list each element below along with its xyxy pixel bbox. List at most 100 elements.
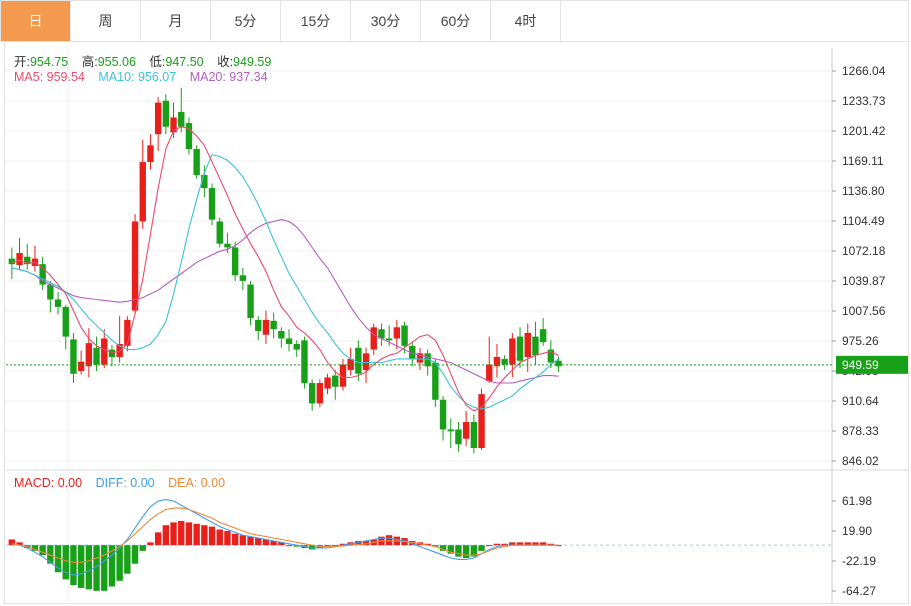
macd-bar	[455, 545, 462, 557]
close-label: 收:	[217, 55, 234, 69]
candle	[455, 422, 462, 452]
candle-body	[93, 347, 100, 365]
candle	[316, 379, 324, 408]
macd-bar	[424, 543, 431, 546]
candle	[185, 117, 193, 155]
candle-body	[124, 319, 131, 346]
tab-7[interactable]: 4时	[491, 1, 561, 41]
candle	[501, 355, 508, 371]
macd-bar	[224, 530, 231, 546]
macd-bar	[493, 543, 501, 546]
candle	[262, 310, 270, 345]
macd-bar	[432, 545, 439, 547]
candle-body	[247, 284, 254, 319]
candle	[247, 280, 254, 326]
macd-bar	[124, 545, 131, 574]
candle-body	[147, 145, 154, 163]
candle	[101, 329, 108, 369]
candle-body	[239, 275, 247, 281]
ma10-legend: MA10: 956.07	[98, 70, 177, 84]
candle	[39, 256, 46, 291]
high-value: 955.06	[97, 55, 136, 69]
candle-body	[39, 264, 46, 285]
open-label: 开:	[14, 55, 30, 69]
candle	[285, 329, 293, 352]
candle-body	[193, 149, 200, 176]
candle	[239, 267, 247, 291]
tab-1[interactable]: 周	[71, 1, 141, 41]
tab-6[interactable]: 60分	[421, 1, 491, 41]
candle-body	[208, 188, 216, 220]
tab-2[interactable]: 月	[141, 1, 211, 41]
candle	[216, 217, 223, 248]
candle	[486, 336, 493, 384]
dea-legend-value: DEA: 0.00	[168, 476, 226, 490]
diff-legend-value: DIFF: 0.00	[95, 476, 155, 490]
candle	[424, 349, 431, 376]
candle	[31, 245, 39, 272]
candle	[301, 336, 308, 389]
candle	[432, 358, 439, 408]
macd-bar	[162, 525, 170, 546]
macd-legend-value: MACD: 0.00	[14, 476, 83, 490]
macd-tick-label: 61.98	[842, 494, 872, 508]
candle-body	[339, 364, 347, 387]
candle-body	[262, 319, 270, 335]
candle-body	[139, 162, 146, 222]
candle-body	[555, 360, 562, 367]
candle	[293, 340, 300, 358]
macd-bar	[332, 545, 339, 547]
candle-body	[416, 353, 424, 363]
chart-frame	[4, 42, 909, 604]
y-tick-label: 1072.18	[842, 244, 886, 258]
macd-bar	[462, 545, 470, 559]
candle	[201, 165, 208, 198]
candle-body	[201, 175, 208, 189]
candle-body	[162, 100, 170, 127]
open-value: 954.75	[29, 55, 69, 69]
candle	[178, 87, 185, 133]
high-label: 高:	[81, 55, 98, 69]
candle	[85, 328, 93, 378]
candle	[70, 332, 77, 384]
macd-bar	[62, 545, 69, 580]
candle-body	[170, 117, 177, 133]
macd-bar	[324, 545, 331, 547]
candle	[308, 379, 316, 411]
macd-bar	[170, 522, 177, 546]
macd-bar	[532, 542, 539, 546]
candle-body	[255, 319, 262, 332]
candle	[439, 396, 447, 441]
macd-bar	[216, 529, 223, 546]
candle-body	[355, 347, 362, 374]
macd-bar	[439, 545, 447, 551]
candle-body	[455, 429, 462, 445]
ma-legend: MA5: 959.54 MA10: 956.07 MA20: 937.34	[14, 70, 278, 84]
macd-bar	[31, 545, 39, 551]
candle	[147, 134, 154, 170]
tab-3[interactable]: 5分	[211, 1, 281, 41]
tab-0[interactable]: 日	[1, 1, 71, 41]
y-tick-label: 878.33	[842, 424, 879, 438]
macd-bar	[185, 522, 193, 546]
macd-bar	[178, 520, 185, 546]
candle-body	[77, 361, 85, 371]
macd-bar	[293, 545, 300, 547]
candle-body	[532, 336, 539, 356]
candle	[409, 342, 416, 367]
tab-5[interactable]: 30分	[351, 1, 421, 41]
candle-body	[516, 336, 524, 361]
candle	[93, 336, 100, 371]
candle-body	[401, 325, 408, 346]
candle	[516, 327, 524, 369]
macd-bar	[478, 545, 485, 551]
tab-4[interactable]: 15分	[281, 1, 351, 41]
candle	[255, 316, 262, 341]
macd-bar	[70, 545, 77, 586]
macd-bar	[409, 540, 416, 546]
macd-bar	[93, 545, 100, 591]
candle	[524, 323, 531, 372]
candle	[208, 183, 216, 226]
candle	[124, 316, 131, 352]
